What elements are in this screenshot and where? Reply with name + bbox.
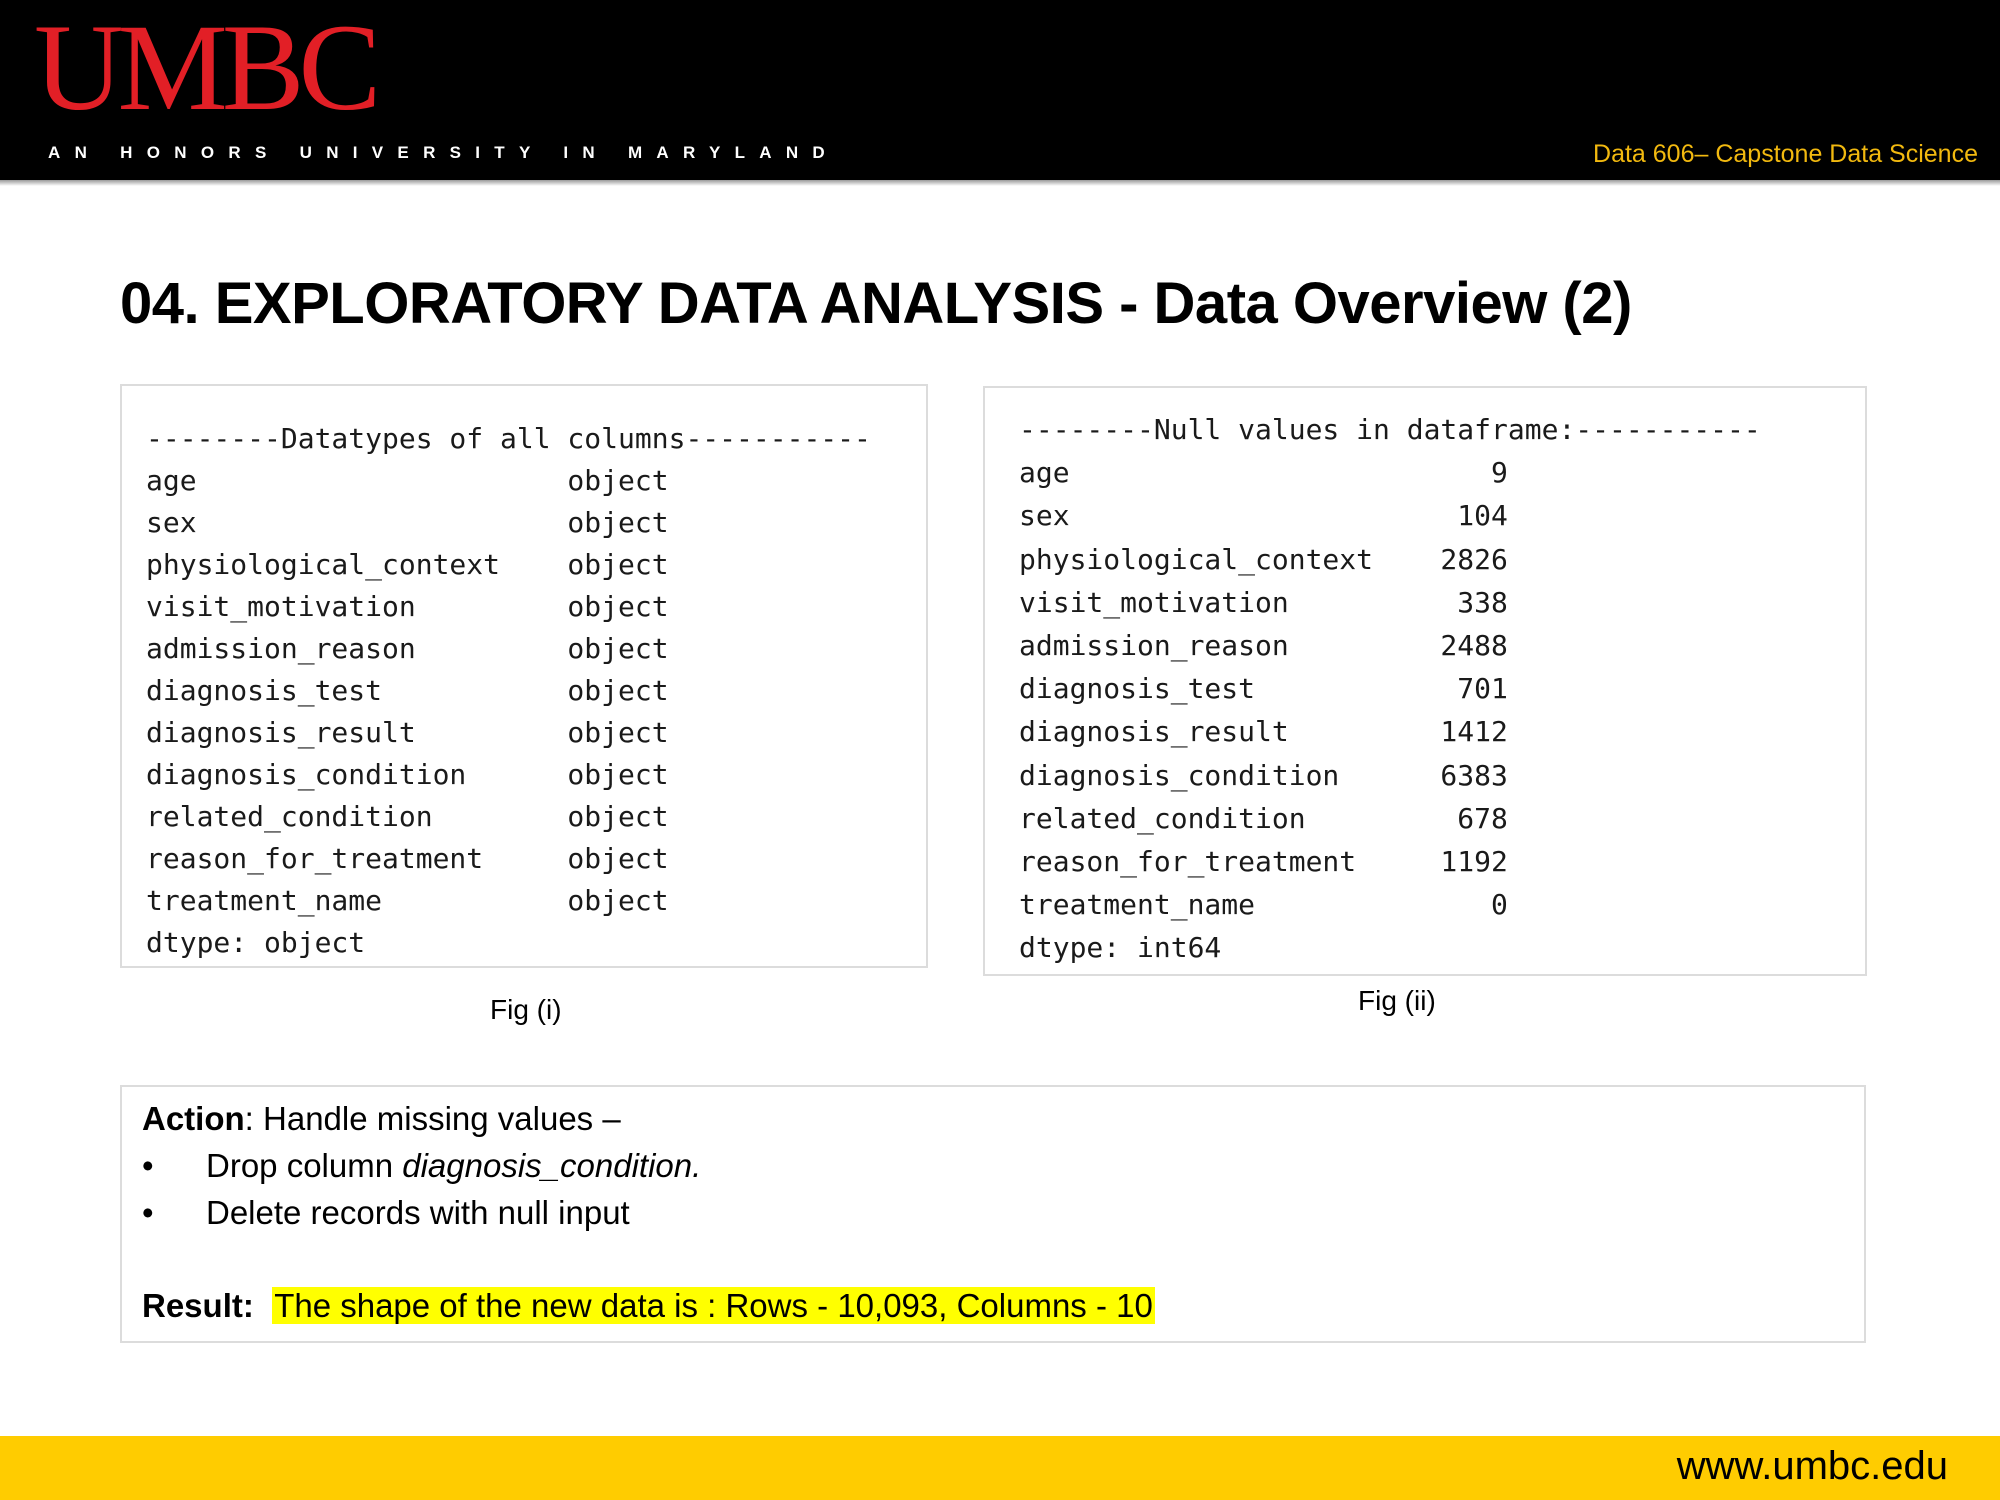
slide-title: 04. EXPLORATORY DATA ANALYSIS - Data Ove… bbox=[120, 271, 1632, 336]
code-row: related_condition 678 bbox=[1019, 801, 1508, 835]
result-text: The shape of the new data is : Rows - 10… bbox=[272, 1287, 1155, 1324]
bullet-emphasis: diagnosis_condition. bbox=[402, 1147, 702, 1184]
code-row: diagnosis_condition 6383 bbox=[1019, 758, 1508, 792]
header-bar bbox=[0, 0, 2000, 180]
code-dtype: dtype: int64 bbox=[1019, 931, 1222, 965]
bullet-dot: • bbox=[142, 1147, 154, 1184]
code-heading: --------Null values in dataframe:-------… bbox=[1019, 413, 1761, 446]
result-line: Result: The shape of the new data is : R… bbox=[142, 1287, 1155, 1325]
code-row: admission_reason 2488 bbox=[1019, 629, 1508, 663]
code-row: sex object bbox=[146, 506, 669, 539]
code-row: reason_for_treatment 1192 bbox=[1019, 845, 1508, 879]
fig-caption-1: Fig (i) bbox=[490, 994, 562, 1025]
code-row: diagnosis_condition object bbox=[146, 758, 669, 791]
code-row: diagnosis_result object bbox=[146, 716, 669, 749]
code-row: diagnosis_result 1412 bbox=[1019, 715, 1508, 749]
footer-url[interactable]: www.umbc.edu bbox=[1676, 1444, 1948, 1488]
bullet-text: Delete records with null input bbox=[206, 1194, 630, 1232]
datatypes-output: --------Datatypes of all columns--------… bbox=[146, 418, 871, 964]
code-row: physiological_context object bbox=[146, 548, 669, 581]
code-row: diagnosis_test 701 bbox=[1019, 672, 1508, 706]
action-text: : Handle missing values – bbox=[244, 1100, 621, 1137]
action-box: Action: Handle missing values – • Drop c… bbox=[120, 1085, 1866, 1343]
code-row: visit_motivation 338 bbox=[1019, 585, 1508, 619]
null-values-output: --------Null values in dataframe:-------… bbox=[1019, 408, 1761, 970]
bullet-text: Drop column diagnosis_condition. bbox=[206, 1147, 701, 1185]
code-row: sex 104 bbox=[1019, 499, 1508, 533]
code-heading: --------Datatypes of all columns--------… bbox=[146, 422, 871, 455]
header-shadow bbox=[0, 180, 2000, 186]
code-row: treatment_name 0 bbox=[1019, 888, 1508, 922]
footer-bar bbox=[0, 1436, 2000, 1500]
null-values-panel: --------Null values in dataframe:-------… bbox=[983, 386, 1867, 976]
code-row: physiological_context 2826 bbox=[1019, 542, 1508, 576]
datatypes-panel: --------Datatypes of all columns--------… bbox=[120, 384, 928, 968]
code-row: treatment_name object bbox=[146, 884, 669, 917]
umbc-logo: UMBC bbox=[34, 0, 381, 136]
action-label: Action bbox=[142, 1100, 245, 1137]
code-dtype: dtype: object bbox=[146, 926, 366, 959]
code-row: age 9 bbox=[1019, 456, 1508, 490]
code-row: related_condition object bbox=[146, 800, 669, 833]
action-line: Action: Handle missing values – bbox=[142, 1100, 621, 1138]
tagline: AN HONORS UNIVERSITY IN MARYLAND bbox=[48, 143, 840, 162]
bullet-prefix: Drop column bbox=[206, 1147, 403, 1184]
fig-caption-2: Fig (ii) bbox=[1358, 985, 1436, 1016]
bullet-prefix: Delete records with null input bbox=[206, 1194, 630, 1231]
code-row: age object bbox=[146, 464, 669, 497]
code-row: visit_motivation object bbox=[146, 590, 669, 623]
result-label: Result: bbox=[142, 1287, 254, 1324]
bullet-dot: • bbox=[142, 1194, 154, 1231]
code-row: diagnosis_test object bbox=[146, 674, 669, 707]
course-title: Data 606– Capstone Data Science bbox=[1593, 140, 1978, 168]
code-row: reason_for_treatment object bbox=[146, 842, 669, 875]
code-row: admission_reason object bbox=[146, 632, 669, 665]
